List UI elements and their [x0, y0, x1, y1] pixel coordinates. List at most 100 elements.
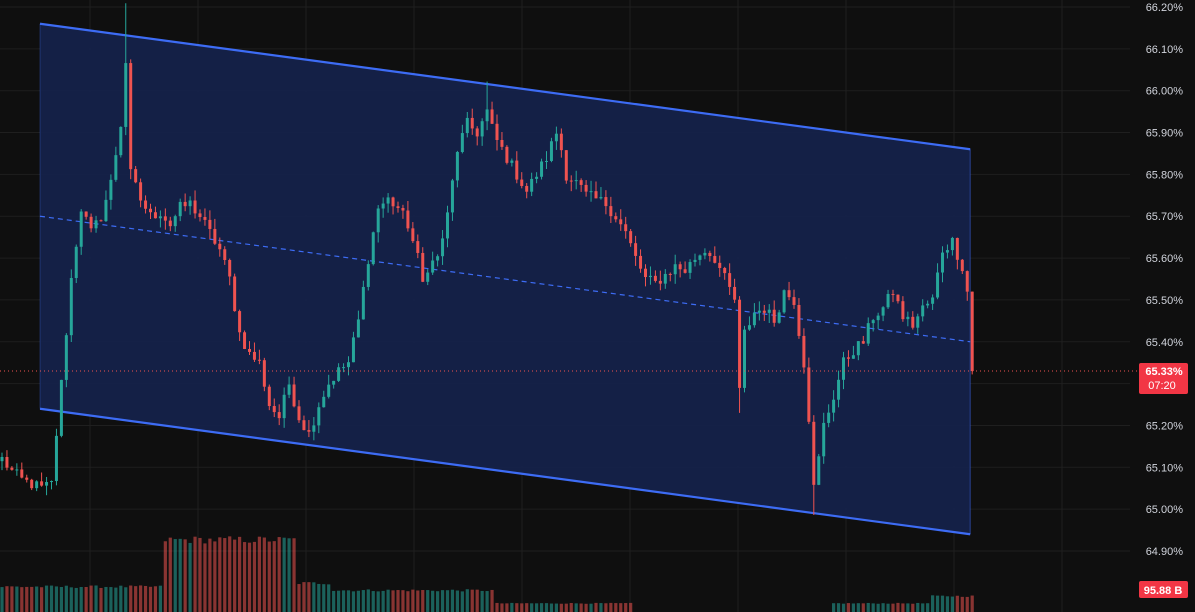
volume-bar [421, 590, 425, 612]
candle-body [361, 286, 365, 320]
volume-bars [0, 536, 974, 612]
volume-badge [1139, 581, 1188, 598]
candle-body [525, 185, 529, 192]
current-price-label: 65.33% [1145, 366, 1183, 378]
candle-body [455, 152, 459, 181]
candle-body [782, 290, 786, 313]
candle-body [599, 197, 603, 199]
candle-body [713, 256, 717, 263]
volume-bar [218, 537, 222, 612]
volume-bar [619, 603, 623, 612]
candle-body [738, 299, 742, 388]
volume-bar [886, 603, 890, 612]
volume-bar [480, 590, 484, 612]
candle-body [327, 384, 331, 397]
candle-body [411, 228, 415, 242]
candle-body [926, 303, 930, 306]
candle-body [272, 406, 276, 413]
candle-body [876, 315, 880, 321]
candle-body [213, 228, 217, 244]
volume-bar [148, 586, 153, 612]
candle-body [723, 267, 727, 274]
volume-bar [213, 541, 217, 612]
candle-body [941, 252, 944, 273]
candle-body [25, 477, 29, 480]
candle-body [376, 208, 380, 233]
volume-bar [574, 603, 578, 612]
volume-badge-label: 95.88 B [1144, 585, 1183, 597]
volume-bar [475, 589, 479, 612]
volume-bar [287, 538, 291, 612]
volume-bar [871, 603, 875, 612]
candle-body [193, 200, 197, 214]
volume-bar [931, 595, 935, 612]
candle-body [89, 216, 93, 229]
volume-bar [89, 585, 93, 612]
volume-bar [134, 586, 138, 612]
volume-bar [614, 603, 618, 612]
candle-body [74, 246, 78, 278]
candle-body [460, 133, 464, 153]
volume-bar [569, 603, 573, 612]
volume-bar [861, 603, 865, 612]
candle-body [228, 260, 232, 277]
price-tick-label: 65.60% [1146, 253, 1184, 265]
candle-body [861, 341, 865, 344]
volume-bar [386, 589, 390, 612]
volume-bar [945, 596, 950, 612]
candle-body [54, 435, 58, 482]
volume-bar [69, 587, 73, 612]
candle-body [619, 219, 623, 225]
candlesticks [0, 3, 974, 515]
volume-bar [228, 536, 232, 612]
regression-channel[interactable] [39, 22, 971, 536]
volume-bar [198, 537, 202, 612]
candle-body [896, 294, 900, 302]
candle-body [703, 252, 707, 256]
volume-bar [233, 539, 237, 612]
candle-body [366, 264, 370, 287]
volume-bar [465, 589, 469, 612]
candle-body [708, 252, 712, 257]
candle-body [678, 264, 682, 270]
candle-body [624, 224, 628, 232]
candle-body [153, 212, 157, 219]
volume-bar [168, 537, 172, 612]
candle-body [248, 348, 251, 352]
candle-body [371, 232, 375, 265]
volume-bar [609, 602, 613, 612]
candle-body [149, 208, 152, 213]
volume-bar [940, 595, 945, 612]
candle-body [530, 178, 534, 192]
price-axis[interactable]: 66.20% 66.10% 66.00% 65.90% 65.80% 65.70% 65.6… [1146, 2, 1184, 558]
candle-body [94, 220, 98, 229]
volume-bar [911, 603, 915, 612]
candle-body [733, 286, 737, 300]
candle-body [807, 367, 811, 422]
candle-body [891, 293, 895, 295]
volume-bar [604, 603, 608, 612]
volume-bar [99, 587, 103, 612]
candle-body [203, 217, 207, 220]
volume-bar [223, 538, 227, 612]
volume-bar [554, 603, 558, 612]
candle-body [218, 243, 222, 250]
volume-bar [535, 603, 539, 612]
volume-bar [35, 586, 39, 612]
candle-body [475, 128, 479, 137]
candle-body [287, 384, 291, 395]
candle-body [163, 216, 167, 221]
volume-bar [460, 591, 464, 612]
candle-body [158, 216, 162, 219]
volume-bar [970, 595, 974, 612]
candle-body [965, 271, 969, 292]
volume-bar [188, 542, 192, 612]
volume-bar [411, 589, 415, 612]
candle-body [510, 160, 514, 163]
candle-body [772, 309, 776, 323]
candle-body [173, 216, 177, 227]
candle-body [683, 269, 687, 273]
candle-body [906, 316, 910, 320]
